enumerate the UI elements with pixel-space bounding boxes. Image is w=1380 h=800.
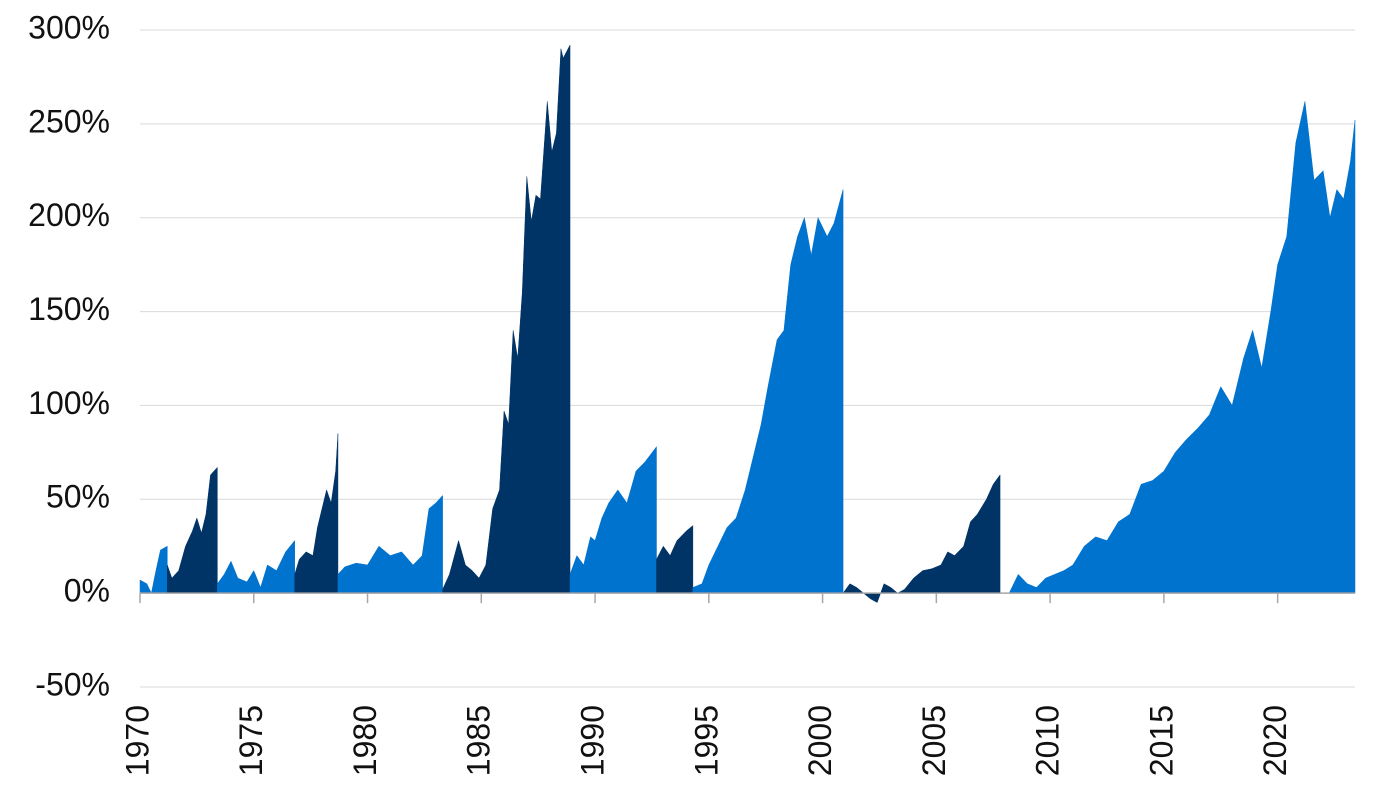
x-tick-label: 1975 <box>233 705 269 776</box>
area-segment <box>442 44 571 594</box>
x-tick-label: 1995 <box>688 705 724 776</box>
x-tick-label: 1990 <box>575 705 611 776</box>
x-tick-label: 2000 <box>802 705 838 776</box>
area-segment <box>999 101 1356 594</box>
area-segment <box>656 525 694 594</box>
area-segment <box>569 445 657 594</box>
y-tick-label: 300% <box>28 9 110 45</box>
x-tick-label: 2010 <box>1030 705 1066 776</box>
x-tick-label: 1970 <box>119 705 155 776</box>
area-segment <box>167 466 218 594</box>
y-tick-label: 200% <box>28 197 110 233</box>
y-tick-label: -50% <box>35 666 110 702</box>
x-tick-label: 1985 <box>461 705 497 776</box>
x-tick-label: 2015 <box>1143 705 1179 776</box>
y-tick-label: 100% <box>28 385 110 421</box>
area-segment <box>842 474 1001 603</box>
area-segment <box>337 494 443 594</box>
area-segment <box>139 545 168 594</box>
y-tick-label: 0% <box>64 573 110 609</box>
area-segment <box>217 539 295 594</box>
x-tick-label: 2020 <box>1257 705 1293 776</box>
y-tick-label: 250% <box>28 103 110 139</box>
x-tick-label: 1980 <box>347 705 383 776</box>
area-segment <box>294 433 339 594</box>
y-tick-label: 150% <box>28 291 110 327</box>
area-segment <box>692 189 844 594</box>
y-tick-label: 50% <box>46 479 110 515</box>
x-tick-label: 2005 <box>916 705 952 776</box>
